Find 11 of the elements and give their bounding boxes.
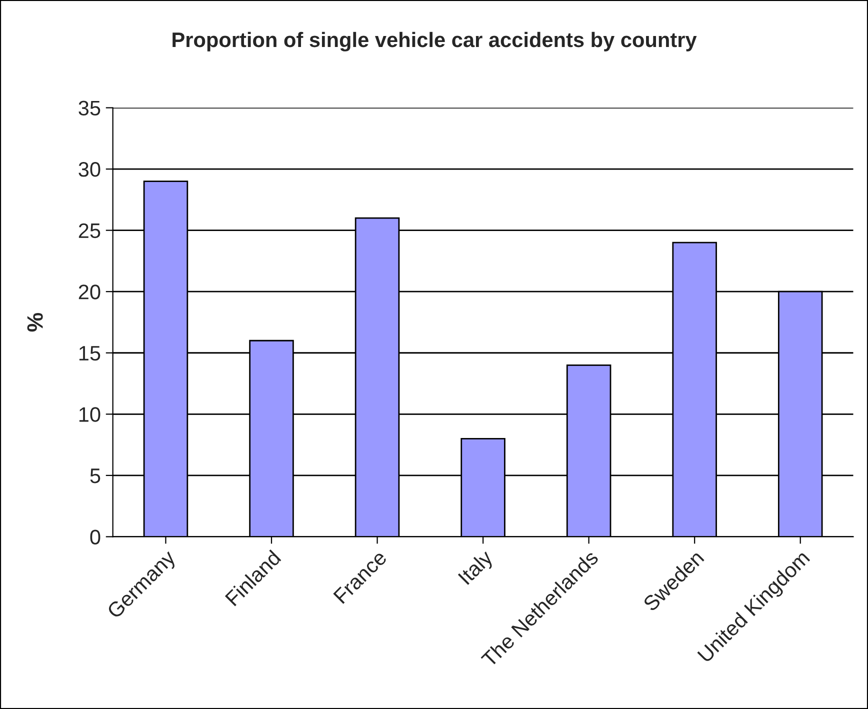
y-tick-label: 30 bbox=[78, 162, 100, 177]
x-tick-label: Italy bbox=[457, 548, 497, 588]
y-tick-label: 15 bbox=[79, 346, 100, 361]
chart-title: Proportion of single vehicle car accidents by country bbox=[172, 32, 697, 52]
y-tick-label: 10 bbox=[79, 407, 100, 422]
y-tick-label: 20 bbox=[78, 284, 100, 300]
y-tick-label: 25 bbox=[78, 223, 100, 238]
y-tick-label: 5 bbox=[90, 468, 100, 484]
y-axis-title: % bbox=[27, 312, 43, 332]
y-tick-label: 35 bbox=[78, 100, 100, 116]
y-tick-label: 0 bbox=[90, 530, 100, 544]
